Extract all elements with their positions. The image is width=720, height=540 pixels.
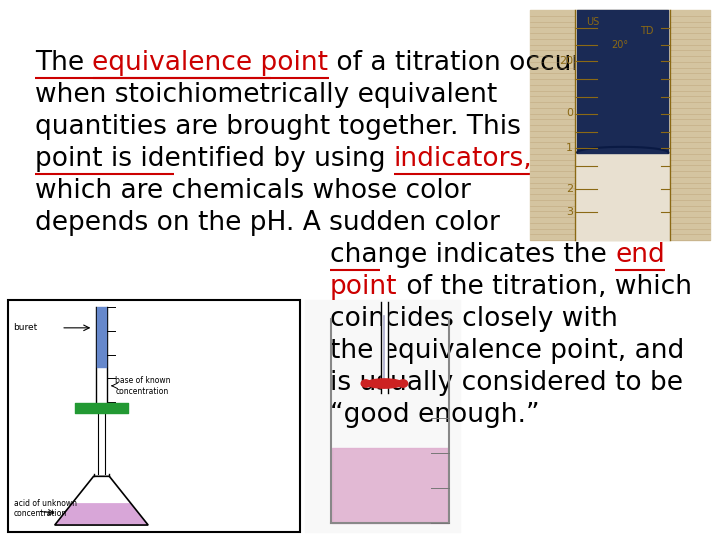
Text: depends on the pH. A sudden color: depends on the pH. A sudden color bbox=[35, 210, 500, 236]
Bar bbox=[8, 300, 300, 532]
Text: 20°: 20° bbox=[611, 40, 629, 50]
Text: which are chemicals whose color: which are chemicals whose color bbox=[35, 178, 471, 204]
Text: 20: 20 bbox=[559, 56, 573, 65]
Ellipse shape bbox=[366, 379, 403, 388]
Text: 1: 1 bbox=[566, 143, 573, 153]
Text: 0: 0 bbox=[566, 109, 573, 118]
Text: “good enough.”: “good enough.” bbox=[330, 402, 539, 428]
Text: TD: TD bbox=[640, 26, 654, 36]
Text: when stoichiometrically equivalent: when stoichiometrically equivalent bbox=[35, 82, 498, 108]
Text: end: end bbox=[615, 242, 665, 268]
Text: of a titration occurs: of a titration occurs bbox=[328, 50, 596, 76]
Text: coincides closely with: coincides closely with bbox=[330, 306, 618, 332]
Ellipse shape bbox=[398, 380, 408, 387]
Text: the equivalence point, and: the equivalence point, and bbox=[330, 338, 684, 364]
Text: buret: buret bbox=[14, 323, 37, 332]
Text: acid of unknown
concentration: acid of unknown concentration bbox=[14, 499, 77, 518]
Text: is usually considered to be: is usually considered to be bbox=[330, 370, 683, 396]
Polygon shape bbox=[55, 503, 148, 525]
Text: indicators,: indicators, bbox=[394, 146, 533, 172]
Text: quantities are brought together. This: quantities are brought together. This bbox=[35, 114, 521, 140]
Text: The: The bbox=[35, 50, 92, 76]
Text: US: US bbox=[586, 17, 600, 27]
Text: equivalence point: equivalence point bbox=[92, 50, 328, 76]
Text: change indicates the: change indicates the bbox=[330, 242, 615, 268]
Text: point is identified by using: point is identified by using bbox=[35, 146, 394, 172]
Text: 3: 3 bbox=[566, 207, 573, 218]
Ellipse shape bbox=[361, 380, 371, 387]
Text: of the titration, which: of the titration, which bbox=[397, 274, 691, 300]
Text: point: point bbox=[330, 274, 397, 300]
Text: 2: 2 bbox=[566, 184, 573, 194]
Text: base of known
concentration: base of known concentration bbox=[115, 376, 171, 395]
